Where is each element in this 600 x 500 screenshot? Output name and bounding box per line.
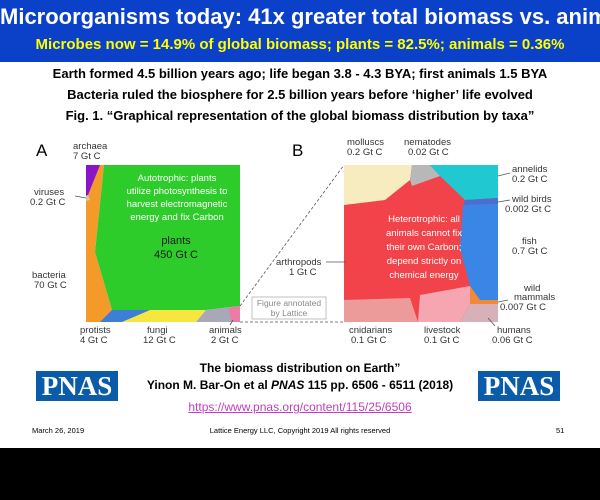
plants-value: 450 Gt C	[154, 249, 198, 261]
nematodes-label: nematodes	[404, 137, 451, 148]
info-line-2: Bacteria ruled the biosphere for 2.5 bil…	[67, 87, 533, 102]
humans-label: humans	[497, 325, 531, 336]
cnidarians-label: cnidarians	[349, 325, 393, 336]
archaea-label: archaea	[73, 141, 108, 152]
pnas-logo-left: PNAS	[36, 371, 118, 401]
nematodes-value: 0.02 Gt C	[408, 147, 449, 158]
heterotrophic-line-4: depend strictly on	[387, 256, 461, 267]
slide: Microorganisms today: 41x greater total …	[0, 0, 600, 448]
protists-region	[100, 310, 150, 322]
wild-birds-value: 0.002 Gt C	[505, 204, 551, 215]
humans-value: 0.06 Gt C	[492, 335, 533, 346]
wild-birds-label: wild birds	[511, 194, 552, 205]
heterotrophic-line-2: animals cannot fix	[386, 228, 462, 239]
fish-label: fish	[522, 236, 537, 247]
annelids-label: annelids	[512, 164, 548, 175]
citation-title: The biomass distribution on Earth”	[199, 361, 401, 375]
info-line-1: Earth formed 4.5 billion years ago; life…	[52, 66, 548, 81]
molluscs-region	[344, 165, 412, 205]
livestock-region	[418, 286, 470, 322]
archaea-region	[86, 165, 100, 196]
fish-region	[460, 204, 498, 300]
panel-b-letter: B	[292, 141, 303, 160]
plants-label: plants	[161, 235, 191, 247]
slide-title: Microorganisms today: 41x greater total …	[0, 4, 600, 29]
plants-region	[95, 165, 240, 310]
fungi-label: fungi	[147, 325, 168, 336]
animals-label: animals	[209, 325, 242, 336]
panel-a-letter: A	[36, 141, 48, 160]
panel-a: A archaea 7 Gt C viruses 0.2 Gt C	[30, 141, 345, 346]
citation-authors: Yinon M. Bar-On et al PNAS 115 pp. 6506 …	[0, 378, 600, 392]
annelids-value: 0.2 Gt C	[512, 174, 548, 185]
viruses-label: viruses	[34, 187, 64, 198]
animals-leader	[229, 319, 234, 326]
heterotrophic-annotation: Heterotrophic: all animals cannot fix th…	[386, 214, 462, 281]
autotrophic-line-3: harvest electromagnetic	[127, 199, 228, 210]
protists-value: 4 Gt C	[80, 335, 108, 346]
wild-mammals-label-1: wild	[523, 283, 540, 294]
fungi-value: 12 Gt C	[143, 335, 176, 346]
annotation-line-1: Figure annotated	[257, 298, 322, 308]
panel-b: B Heterotrophic: all animals	[276, 137, 555, 346]
annelids-region	[430, 165, 498, 200]
footer-company: Lattice Energy LLC, Copyright 2019 All r…	[209, 426, 391, 435]
humans-region	[460, 304, 498, 322]
pnas-logo-right: PNAS	[478, 371, 560, 401]
wild-mammals-leader	[497, 299, 509, 303]
wild-mammals-label-2: mammals	[514, 292, 555, 303]
footer-date: March 26, 2019	[32, 426, 85, 435]
autotrophic-line-2: utilize photosynthesis to	[127, 186, 228, 197]
fish-value: 0.7 Gt C	[512, 246, 548, 257]
autotrophic-line-4: energy and fix Carbon	[130, 212, 223, 223]
wild-mammals-value: 0.007 Gt C	[500, 302, 546, 313]
heterotrophic-line-1: Heterotrophic: all	[388, 214, 460, 225]
viruses-region	[86, 195, 90, 201]
archaea-value: 7 Gt C	[73, 151, 101, 162]
footer-page-number: 51	[556, 426, 565, 435]
citation-link[interactable]: https://www.pnas.org/content/115/25/6506	[188, 400, 412, 414]
figure-caption: Fig. 1. “Graphical representation of the…	[65, 108, 535, 123]
wild-birds-region	[463, 198, 498, 205]
cnidarians-value: 0.1 Gt C	[351, 335, 387, 346]
bacteria-region	[86, 165, 150, 322]
molluscs-label: molluscs	[347, 137, 384, 148]
zoom-line-top	[239, 164, 345, 307]
heterotrophic-line-5: chemical energy	[389, 270, 458, 281]
annotation-line-2: by Lattice	[271, 308, 308, 318]
annotation-box	[251, 296, 327, 320]
nematodes-region	[410, 165, 440, 186]
viruses-value: 0.2 Gt C	[30, 197, 66, 208]
bacteria-value: 70 Gt C	[34, 280, 67, 291]
biomass-figure: A archaea 7 Gt C viruses 0.2 Gt C	[30, 137, 555, 346]
protists-label: protists	[80, 325, 111, 336]
humans-leader	[487, 317, 496, 327]
annelids-leader	[497, 172, 511, 177]
slide-header: Microorganisms today: 41x greater total …	[0, 0, 600, 62]
citation-authors-text: Yinon M. Bar-On et al	[146, 378, 272, 392]
livestock-label: livestock	[424, 325, 461, 336]
autotrophic-annotation: Autotrophic: plants utilize photosynthes…	[127, 173, 228, 223]
citation-volume: 115 pp. 6506 - 6511 (2018)	[304, 378, 454, 392]
livestock-value: 0.1 Gt C	[424, 335, 460, 346]
slide-subtitle: Microbes now = 14.9% of global biomass; …	[35, 36, 565, 53]
arthropods-label: arthropods	[276, 257, 322, 268]
bacteria-label: bacteria	[32, 270, 67, 281]
arthropods-value: 1 Gt C	[289, 267, 317, 278]
wild-mammals-region	[470, 286, 498, 304]
wild-birds-leader	[497, 199, 511, 203]
citation-journal: PNAS	[271, 378, 305, 392]
viruses-leader	[74, 195, 87, 199]
heterotrophic-line-3: their own Carbon;	[387, 242, 462, 253]
molluscs-value: 0.2 Gt C	[347, 147, 383, 158]
animals-value: 2 Gt C	[211, 335, 239, 346]
animals-subregion	[228, 306, 240, 322]
cnidarians-region	[344, 298, 418, 322]
autotrophic-line-1: Autotrophic: plants	[138, 173, 217, 184]
